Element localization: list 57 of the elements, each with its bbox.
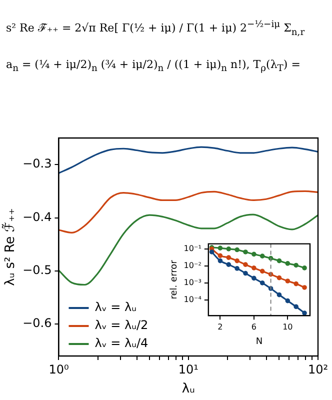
point [285,278,290,284]
point [285,261,290,266]
x-tick-label: 10⁰ [48,362,69,376]
point [260,268,265,274]
legend-label: λᵥ = λᵤ [94,300,137,314]
point [226,262,232,267]
text: a$_{n}$ = (¼ + iμ/2)$_{n}$ (¾ + iμ/2)$_{n}$ / ((1 + iμ)$_{n}$ n!), T$_{ρ}$(λ$_{T}$) = [6,58,300,74]
point [260,280,265,286]
y-axis-title: rel. error [170,260,180,300]
legend-label: λᵥ = λᵤ/2 [94,318,148,332]
point [218,258,223,264]
y-tick-label: −0.3 [22,156,52,171]
point [294,281,298,286]
point [243,262,248,267]
x-tick-label: 10² [308,362,328,376]
text: s² Re ℱ̃₊₊ = 2√π Re[ Γ(½ + iμ) / Γ(1 + iμ) 2$^{−½−iμ}$ Σ$_{n,r}$ [6,18,306,40]
x-axis-title: N [256,336,263,347]
point [285,298,290,304]
point [226,246,232,252]
y-tick-label: 10⁻² [184,261,202,270]
y-tick-label: −0.4 [22,210,52,224]
point [226,255,232,260]
line-series [58,190,318,234]
point [302,310,307,316]
point [276,258,282,264]
y-tick-label: 10⁻¹ [184,244,202,253]
point [234,258,240,264]
y-tick-label: 10⁻⁴ [184,295,202,304]
x-tick-label: 10¹ [178,362,199,376]
point [243,270,248,276]
point [218,253,223,258]
point [302,266,307,270]
point [243,250,248,254]
x-tick-label: 2 [218,322,223,332]
y-tick-label: −0.5 [22,263,52,278]
point [252,252,256,257]
x-axis-title: λᵤ [182,382,195,397]
y-tick-label: −0.6 [22,316,52,330]
point [234,266,240,271]
line-series [58,146,318,174]
point [218,246,223,250]
point [260,254,265,258]
point [294,304,298,310]
point [252,266,256,270]
line-series [58,214,318,286]
point [234,247,240,252]
x-tick-label: 6 [251,322,256,332]
point [252,276,256,281]
y-axis-title: λᵤ s² Re ℱ̃₊₊ [0,208,18,286]
x-tick-label: 10 [282,322,293,332]
point [276,292,282,298]
point [302,285,307,290]
point [209,250,214,254]
point [294,262,298,268]
legend-label: λᵥ = λᵤ/4 [94,336,148,350]
point [276,275,282,280]
y-tick-label: 10⁻³ [184,278,202,288]
